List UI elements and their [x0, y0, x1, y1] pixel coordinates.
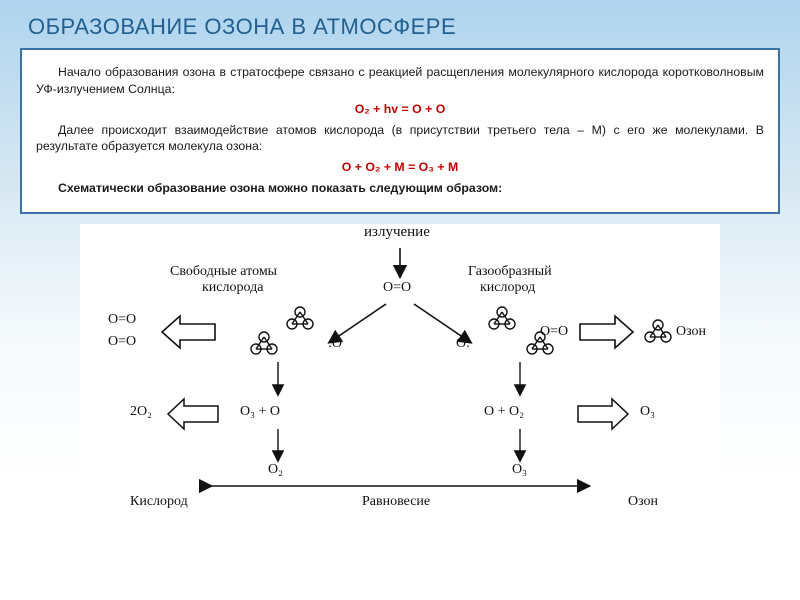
lbl-o-colon: O:	[456, 336, 470, 352]
lbl-free-atoms: Свободные атомы	[170, 264, 277, 280]
lbl-o2-left-1: O=O	[108, 312, 136, 328]
lbl-bot-o3: O₃	[512, 462, 527, 478]
lbl-o2-right: O=O	[540, 324, 568, 340]
lbl-ozon-r: Озон	[676, 324, 706, 340]
paragraph-1: Начало образования озона в стратосфере с…	[36, 64, 764, 97]
lbl-radiation: излучение	[364, 224, 430, 241]
lbl-kislorod-b: Кислород	[130, 494, 188, 510]
content-box: Начало образования озона в стратосфере с…	[20, 48, 780, 214]
lbl-bot-o2: O₂	[268, 462, 283, 478]
lbl-kislorod: кислород	[480, 280, 535, 296]
slide: ОБРАЗОВАНИЕ ОЗОНА В АТМОСФЕРЕ Начало обр…	[0, 0, 800, 600]
lbl-r2-left: 2O₂	[130, 404, 152, 420]
lbl-o-eq-o-center: O=O	[383, 280, 411, 296]
lbl-colon-o: :O	[328, 336, 342, 352]
slide-title: ОБРАЗОВАНИЕ ОЗОНА В АТМОСФЕРЕ	[0, 0, 800, 46]
lbl-r2-mid-left: O₃ + O	[240, 404, 280, 420]
lbl-kisloroda: кислорода	[202, 280, 263, 296]
lbl-ravnov: Равновесие	[362, 494, 430, 510]
paragraph-2: Далее происходит взаимодействие атомов к…	[36, 122, 764, 155]
lbl-o2-left-2: O=O	[108, 334, 136, 350]
lbl-r2-mid-right: O + O₂	[484, 404, 524, 420]
lbl-ozon-b: Озон	[628, 494, 658, 510]
equation-1: O₂ + hv = O + O	[36, 101, 764, 118]
paragraph-3: Схематически образование озона можно пок…	[36, 180, 764, 197]
lbl-r2-right: O₃	[640, 404, 655, 420]
reaction-diagram: излучение Свободные атомы кислорода Газо…	[80, 224, 720, 532]
lbl-gaseous: Газообразный	[468, 264, 552, 280]
equation-2: O + O₂ + M = O₃ + M	[36, 159, 764, 176]
